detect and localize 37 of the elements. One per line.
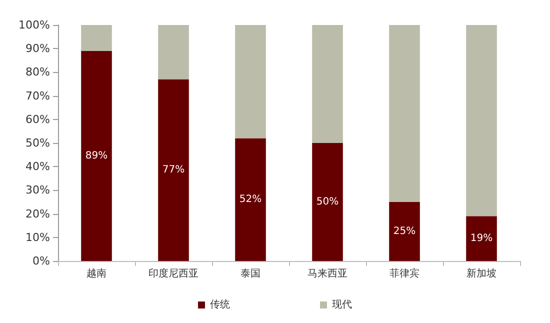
y-tick-label: 70% xyxy=(26,89,50,102)
y-tick-label: 50% xyxy=(26,136,50,150)
y-tick-label: 80% xyxy=(26,66,50,79)
x-tick-label: 越南 xyxy=(86,268,106,280)
y-tick-label: 60% xyxy=(26,112,50,126)
bar xyxy=(466,25,497,216)
y-tick-label: 40% xyxy=(26,160,50,174)
bar xyxy=(235,25,266,138)
bar xyxy=(235,138,266,261)
y-tick-label: 100% xyxy=(18,18,50,32)
bar xyxy=(158,25,189,80)
y-tick-label: 10% xyxy=(26,230,50,244)
bar xyxy=(312,143,343,261)
data-label: 19% xyxy=(470,233,493,244)
y-tick-label: 20% xyxy=(26,207,50,220)
bar xyxy=(158,79,189,261)
data-label: 25% xyxy=(393,226,416,237)
y-tick-label: 0% xyxy=(32,254,50,268)
bar xyxy=(389,25,420,202)
bar xyxy=(312,25,343,143)
x-tick-label: 新加坡 xyxy=(466,268,496,280)
bar xyxy=(389,202,420,261)
bar xyxy=(81,50,112,261)
x-tick-label: 马来西亚 xyxy=(308,268,348,280)
data-label: 89% xyxy=(85,150,108,162)
legend-label: 传统 xyxy=(210,298,230,310)
legend-label: 现代 xyxy=(332,300,352,310)
x-tick-label: 菲律宾 xyxy=(390,268,420,280)
bar xyxy=(81,25,112,51)
y-tick-label: 90% xyxy=(26,42,50,56)
bar xyxy=(466,216,497,261)
data-label: 50% xyxy=(316,196,339,208)
x-tick-label: 泰国 xyxy=(240,268,260,280)
data-label: 52% xyxy=(239,194,262,206)
x-tick-label: 印度尼西亚 xyxy=(148,268,198,280)
y-tick-label: 30% xyxy=(26,184,50,197)
data-label: 77% xyxy=(162,164,185,176)
